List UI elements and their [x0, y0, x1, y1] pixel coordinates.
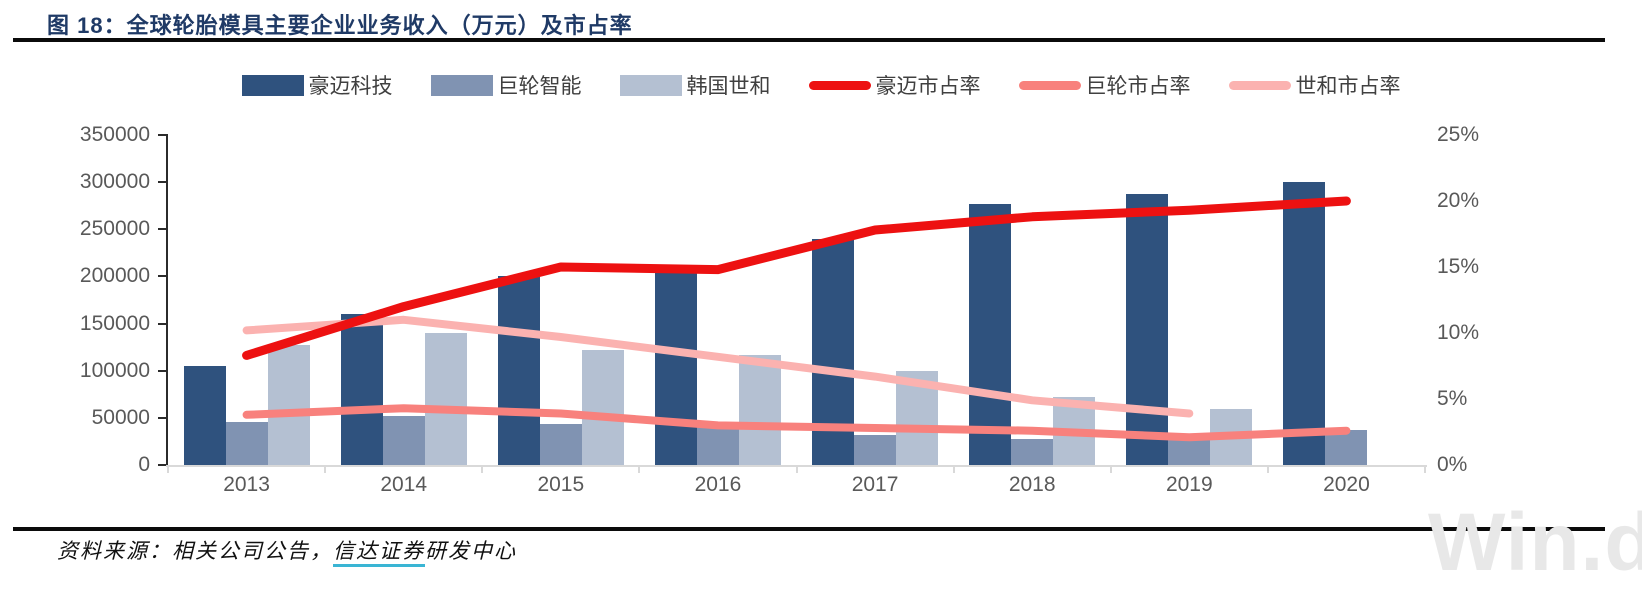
legend-item: 巨轮市占率 [1018, 70, 1191, 100]
title-divider [13, 38, 1605, 42]
legend-line-swatch [808, 80, 871, 90]
bar [225, 421, 268, 465]
x-axis-tick [481, 467, 484, 473]
legend-item: 世和市占率 [1228, 70, 1401, 100]
wind-watermark: Win.d [1428, 497, 1642, 588]
market-share-line [242, 404, 1351, 442]
x-axis-line [166, 465, 1427, 467]
x-axis-category-label: 2016 [694, 473, 742, 496]
market-share-line [242, 315, 1194, 418]
bar [1283, 182, 1326, 465]
bar [854, 434, 897, 465]
bar-group [954, 135, 1111, 465]
x-axis-tick [167, 467, 169, 473]
legend-bar-swatch [619, 74, 682, 96]
left-axis-tick-label: 300000 [79, 170, 150, 194]
y-axis-tick [158, 416, 166, 419]
y-axis-tick [158, 369, 166, 372]
y-axis-tick [158, 134, 166, 136]
x-axis-tick [1424, 467, 1426, 473]
source-link[interactable]: 信达证券 [333, 539, 425, 567]
x-axis-category-label: 2013 [223, 473, 270, 496]
bar [497, 276, 540, 465]
legend-label: 巨轮智能 [497, 75, 582, 98]
figure-title: 图 18：全球轮胎模具主要企业业务收入（万元）及市占率 [47, 13, 633, 38]
bar [696, 427, 739, 465]
bar [1126, 194, 1169, 465]
bar-group [168, 135, 325, 465]
legend-label: 巨轮市占率 [1085, 75, 1191, 98]
legend-label: 世和市占率 [1295, 75, 1401, 98]
legend-line-swatch [1018, 80, 1081, 90]
x-axis-category-label: 2017 [851, 473, 899, 496]
right-axis-tick-label: 10% [1437, 321, 1480, 344]
x-axis-tick [1266, 467, 1269, 473]
bar [340, 314, 383, 465]
bar-group [482, 135, 639, 465]
left-axis-tick-label: 250000 [79, 217, 150, 241]
x-axis-tick [952, 467, 955, 473]
bar [738, 354, 781, 465]
bar [267, 345, 310, 465]
source-note: 资料来源：相关公司公告，信达证券研发中心 [57, 535, 517, 567]
bar-group [1111, 135, 1268, 465]
x-axis-category-label: 2019 [1165, 473, 1213, 496]
line-overlay [242, 196, 1351, 442]
right-axis-tick-label: 5% [1437, 387, 1468, 410]
legend-bar-swatch [241, 74, 304, 96]
legend-item: 豪迈科技 [241, 70, 393, 100]
bar [1011, 438, 1054, 465]
left-axis-tick-label: 200000 [79, 264, 150, 288]
left-axis-tick-label: 0 [138, 453, 150, 476]
legend: 豪迈科技 巨轮智能 韩国世和 豪迈市占率 巨轮市占率 世和市占率 [0, 70, 1642, 100]
x-axis-tick [324, 467, 327, 473]
source-suffix: 研发中心 [425, 539, 517, 563]
left-axis-tick-label: 350000 [79, 123, 150, 146]
market-share-line [242, 196, 1351, 360]
x-axis-tick [638, 467, 641, 473]
legend-item: 豪迈市占率 [808, 70, 981, 100]
bar [1325, 430, 1368, 465]
bar-group [325, 135, 482, 465]
legend-label: 韩国世和 [686, 75, 771, 98]
x-axis-category-label: 2018 [1008, 473, 1056, 496]
x-axis-tick [795, 467, 798, 473]
bar-group [639, 135, 796, 465]
plot-area [158, 134, 1427, 473]
bar-group [1268, 135, 1425, 465]
right-axis-tick-label: 0% [1437, 453, 1468, 476]
legend-bar-swatch [430, 74, 493, 96]
y-axis-tick [158, 181, 166, 184]
bar [581, 349, 624, 465]
x-axis-tick [1109, 467, 1112, 473]
bar [654, 271, 697, 465]
bar [382, 415, 425, 465]
right-axis-tick-label: 20% [1437, 189, 1480, 212]
y-axis-line [166, 134, 168, 467]
bar [1168, 439, 1211, 465]
left-axis-tick-label: 150000 [79, 311, 150, 335]
legend-line-swatch [1228, 80, 1291, 90]
right-axis-tick-label: 25% [1437, 123, 1480, 146]
x-axis-category-label: 2014 [380, 473, 428, 496]
bar [969, 203, 1012, 465]
x-axis-category-label: 2020 [1323, 473, 1370, 496]
legend-item: 韩国世和 [619, 70, 771, 100]
source-prefix: 资料来源：相关公司公告， [57, 539, 333, 563]
bar [424, 333, 467, 465]
y-axis-tick [158, 275, 166, 278]
legend-label: 豪迈市占率 [875, 75, 981, 98]
footer-divider [13, 527, 1605, 531]
y-axis-tick [158, 464, 166, 466]
left-axis-tick-label: 50000 [91, 405, 150, 429]
legend-item: 巨轮智能 [430, 70, 582, 100]
y-axis-tick [158, 228, 166, 231]
bar [183, 366, 226, 465]
x-axis-category-label: 2015 [537, 473, 585, 496]
y-axis-tick [158, 322, 166, 325]
right-axis-tick-label: 15% [1437, 255, 1480, 278]
bar [539, 423, 582, 465]
legend-label: 豪迈科技 [308, 75, 393, 98]
left-axis-tick-label: 100000 [79, 358, 150, 382]
